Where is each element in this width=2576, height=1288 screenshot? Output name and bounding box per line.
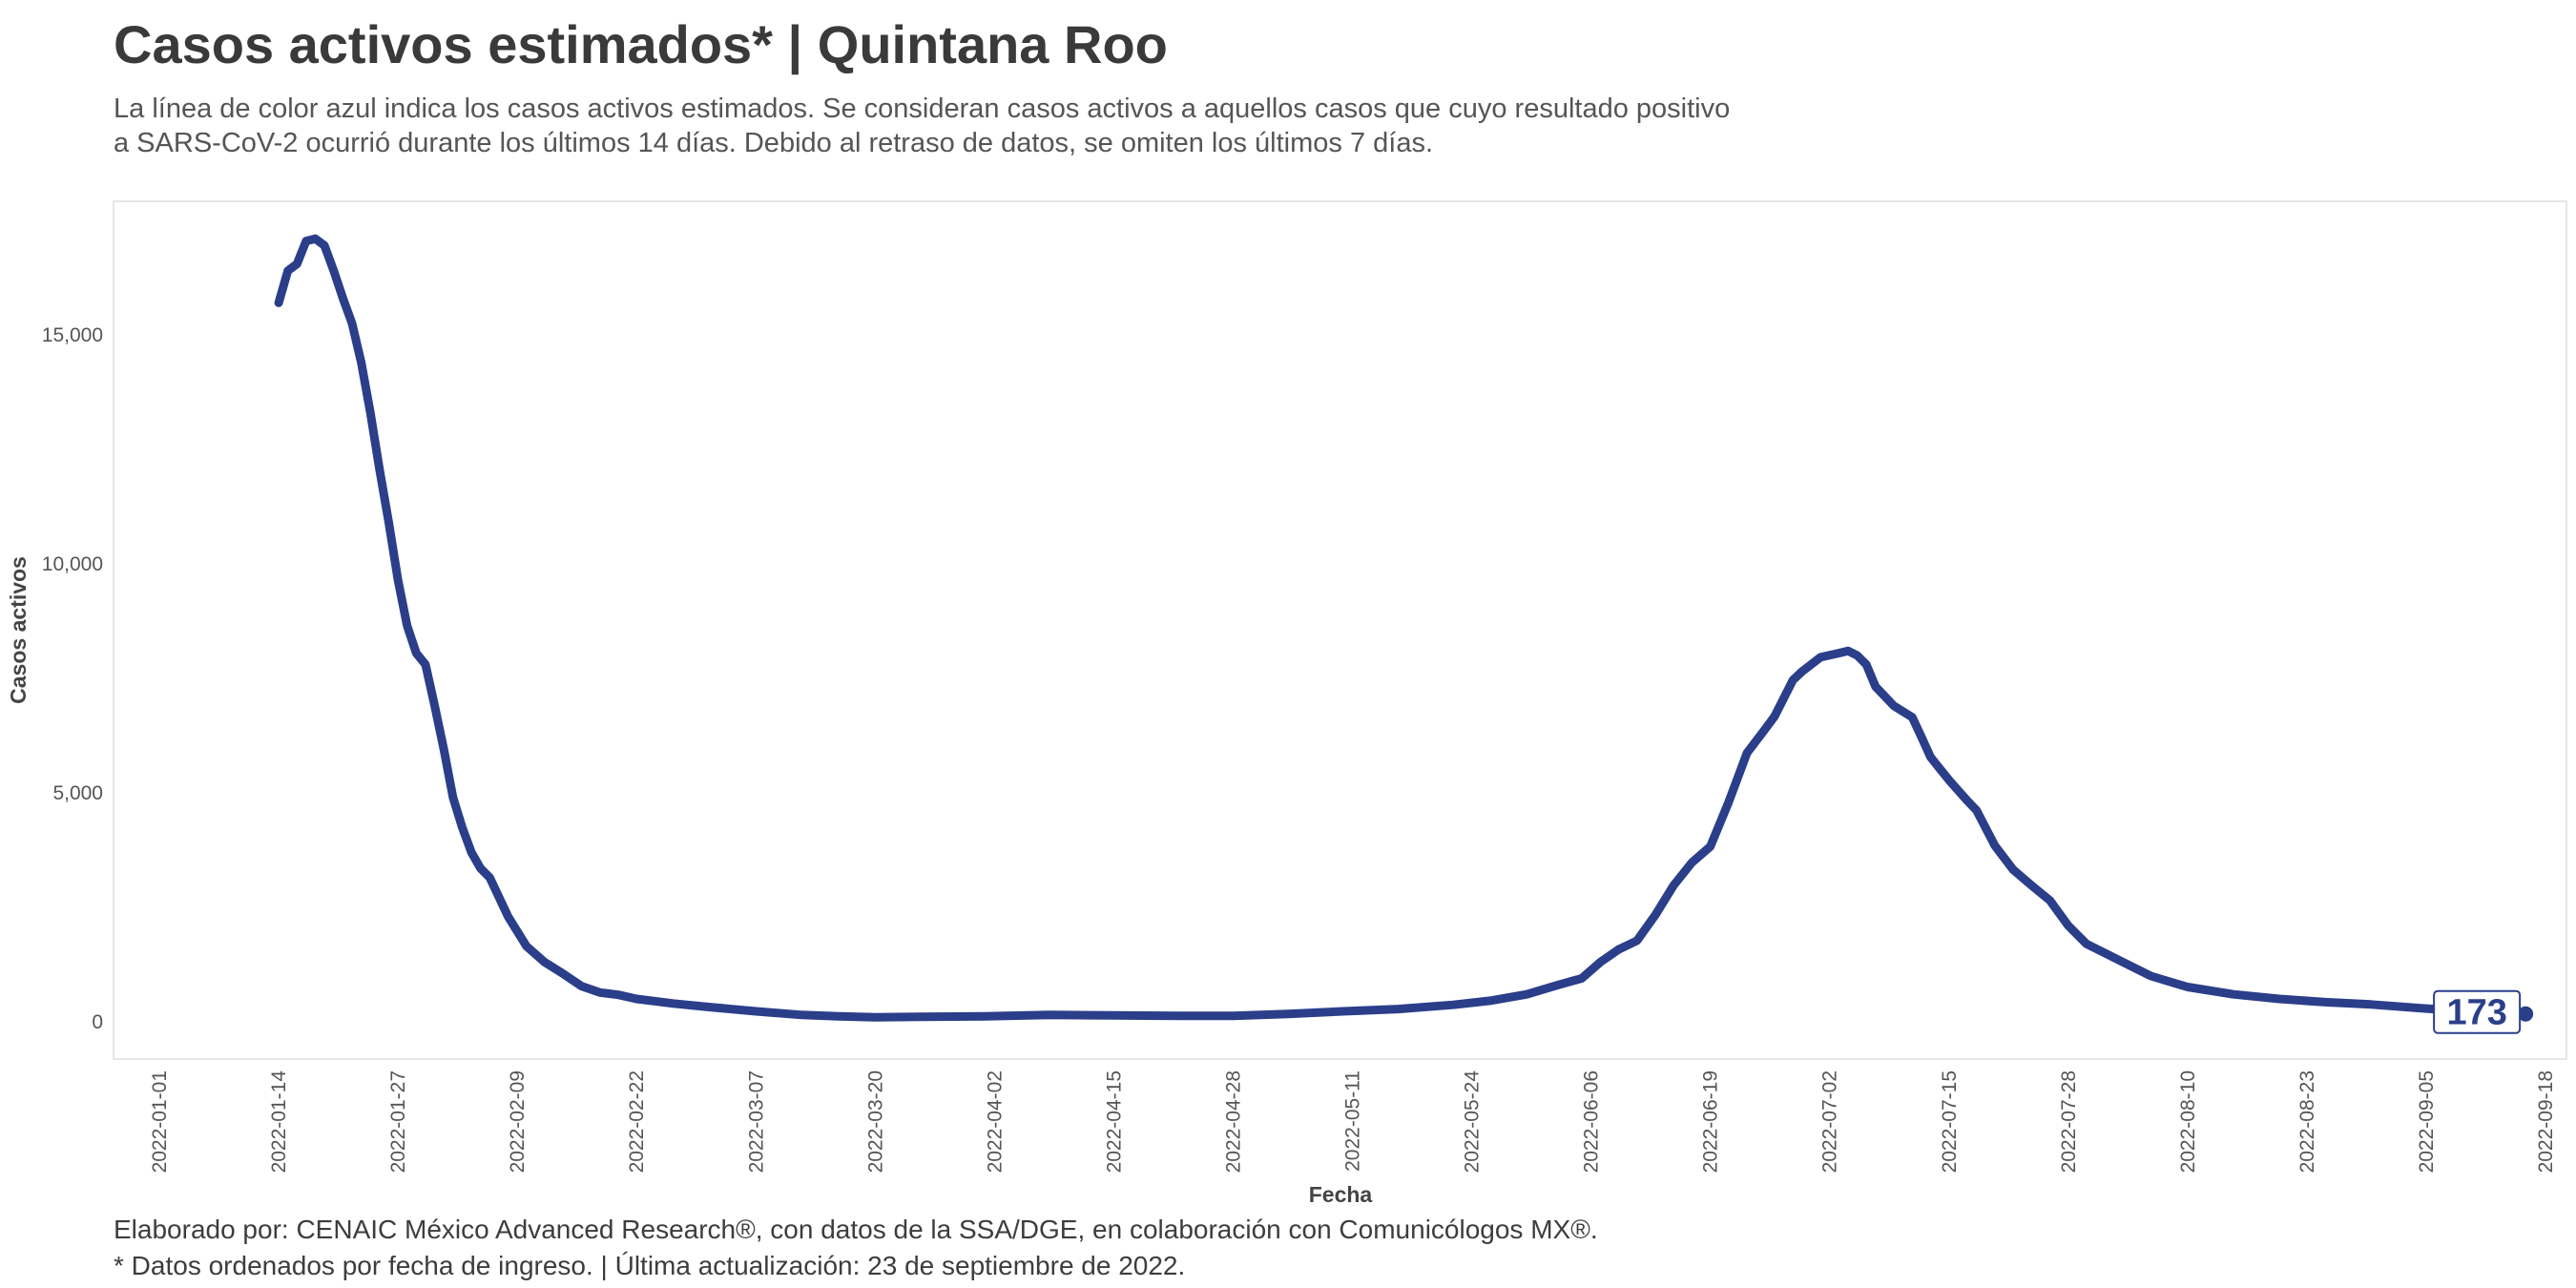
x-tick-label: 2022-02-09 bbox=[507, 1070, 529, 1173]
y-tick-label: 5,000 bbox=[52, 782, 103, 804]
x-tick-label: 2022-08-10 bbox=[2177, 1070, 2199, 1173]
x-tick-label: 2022-03-07 bbox=[745, 1070, 767, 1173]
x-axis-title: Fecha bbox=[1309, 1182, 1373, 1207]
x-tick-label: 2022-06-19 bbox=[1700, 1070, 1722, 1173]
x-tick-label: 2022-01-27 bbox=[387, 1070, 409, 1173]
series-line bbox=[274, 234, 2523, 1022]
x-tick-label: 2022-05-11 bbox=[1342, 1070, 1364, 1172]
page-title: Casos activos estimados* | Quintana Roo bbox=[114, 14, 1168, 74]
x-axis-ticks: 2022-01-01 2022-01-14 2022-01-27 2022-02-09… bbox=[149, 1070, 2557, 1174]
x-tick-label: 2022-07-02 bbox=[1819, 1070, 1841, 1173]
x-tick-label: 2022-03-20 bbox=[864, 1070, 886, 1173]
subtitle-line-1: La línea de color azul indica los casos … bbox=[114, 93, 1731, 124]
series-end-point bbox=[2518, 1006, 2534, 1022]
x-tick-label: 2022-07-28 bbox=[2058, 1070, 2080, 1173]
subtitle-line-2: a SARS-CoV-2 ocurrió durante los últimos… bbox=[114, 128, 1434, 158]
x-tick-label: 2022-04-15 bbox=[1103, 1070, 1125, 1173]
x-tick-label: 2022-02-22 bbox=[626, 1070, 648, 1173]
x-tick-label: 2022-08-23 bbox=[2296, 1070, 2318, 1173]
chart-caption: Elaborado por: CENAIC México Advanced Re… bbox=[114, 1212, 1598, 1284]
caption-line-1: Elaborado por: CENAIC México Advanced Re… bbox=[114, 1215, 1598, 1244]
x-tick-label: 2022-07-15 bbox=[1939, 1070, 1961, 1173]
x-tick-label: 2022-09-18 bbox=[2535, 1070, 2557, 1173]
y-axis-ticks: 0 5,000 10,000 15,000 bbox=[42, 324, 103, 1033]
plot-panel bbox=[113, 200, 2567, 1060]
end-label-box bbox=[2433, 989, 2522, 1034]
x-tick-label: 2022-09-05 bbox=[2416, 1070, 2438, 1173]
x-tick-label: 2022-06-06 bbox=[1581, 1070, 1603, 1173]
y-tick-label: 10,000 bbox=[42, 553, 103, 575]
y-tick-label: 15,000 bbox=[42, 324, 103, 346]
x-tick-label: 2022-05-24 bbox=[1462, 1070, 1484, 1174]
x-tick-label: 2022-04-28 bbox=[1222, 1070, 1244, 1173]
y-axis-title: Casos activos bbox=[6, 556, 31, 704]
y-tick-label: 0 bbox=[92, 1011, 103, 1033]
x-tick-label: 2022-01-01 bbox=[149, 1070, 171, 1173]
end-label: 173 bbox=[2446, 993, 2506, 1033]
x-tick-label: 2022-04-02 bbox=[984, 1070, 1006, 1173]
caption-line-2: * Datos ordenados por fecha de ingreso. … bbox=[114, 1251, 1186, 1280]
x-tick-label: 2022-01-14 bbox=[268, 1070, 290, 1174]
chart-subtitle: La línea de color azul indica los casos … bbox=[114, 92, 1926, 160]
